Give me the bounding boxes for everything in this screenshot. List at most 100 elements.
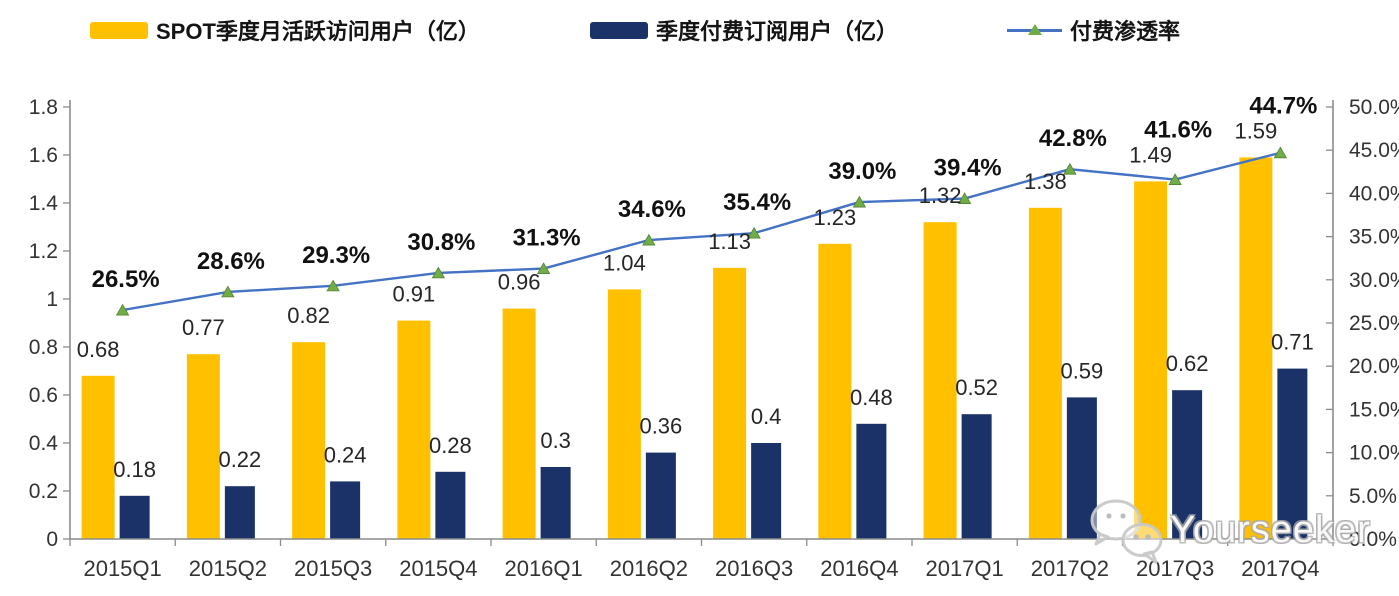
penetration-pct-label: 30.8% xyxy=(407,229,475,256)
penetration-pct-label: 28.6% xyxy=(197,248,265,275)
bar-value-label-subscribers: 0.62 xyxy=(1166,351,1209,376)
bar-value-label-subscribers: 0.22 xyxy=(218,447,261,472)
bar-subscribers xyxy=(645,452,676,539)
legend-item-penetration: 付费渗透率 xyxy=(1007,16,1180,44)
bar-value-label-subscribers: 0.52 xyxy=(955,375,998,400)
bar-subscribers xyxy=(751,443,782,539)
y-axis-label-right: 30.0% xyxy=(1349,269,1399,292)
x-axis-label: 2017Q1 xyxy=(925,556,1003,581)
y-axis-label-right: 50.0% xyxy=(1349,96,1399,119)
legend-item-subscribers: 季度付费订阅用户（亿） xyxy=(590,16,898,44)
bar-value-label-mau: 1.32 xyxy=(919,183,962,208)
penetration-pct-label: 39.0% xyxy=(828,158,896,185)
bar-subscribers xyxy=(119,495,150,539)
bar-value-label-subscribers: 0.59 xyxy=(1060,358,1103,383)
line-marker xyxy=(326,279,340,292)
line-marker xyxy=(431,266,446,279)
line-marker xyxy=(115,303,130,316)
x-axis-label: 2016Q1 xyxy=(504,556,582,581)
y-axis-label-left: 1.8 xyxy=(29,96,58,119)
bar-mau xyxy=(818,243,852,540)
legend-item-mau: SPOT季度月活跃访问用户（亿） xyxy=(90,16,480,44)
bar-mau xyxy=(81,375,115,539)
bar-value-label-mau: 1.13 xyxy=(708,229,751,254)
triangle-marker-icon xyxy=(1028,24,1042,35)
bar-mau xyxy=(923,222,957,539)
y-axis-label-left: 0.4 xyxy=(29,432,59,455)
y-axis-label-right: 25.0% xyxy=(1349,312,1399,335)
y-axis-label-left: 0 xyxy=(46,528,58,551)
penetration-pct-label: 41.6% xyxy=(1144,116,1212,143)
y-axis-label-left: 1.4 xyxy=(29,192,59,215)
line-marker xyxy=(852,195,867,208)
bar-mau xyxy=(1239,157,1273,539)
bar-subscribers xyxy=(224,486,255,539)
y-axis-label-left: 0.6 xyxy=(29,384,58,407)
subscribers-legend-swatch xyxy=(590,21,648,39)
penetration-pct-label: 29.3% xyxy=(302,242,370,269)
y-axis-label-right: 0.0% xyxy=(1349,528,1397,551)
penetration-line xyxy=(122,151,1281,312)
bar-mau xyxy=(713,267,747,539)
penetration-pct-label: 42.8% xyxy=(1039,125,1107,152)
y-axis-label-left: 0.2 xyxy=(29,480,58,503)
penetration-pct-label: 31.3% xyxy=(513,225,581,252)
penetration-pct-label: 35.4% xyxy=(723,189,791,216)
bar-mau xyxy=(502,308,536,539)
line-marker xyxy=(1063,162,1077,175)
bar-subscribers xyxy=(540,467,571,539)
line-marker xyxy=(957,192,972,204)
line-marker xyxy=(536,262,551,274)
bar-value-label-mau: 1.04 xyxy=(603,250,646,275)
bar-subscribers xyxy=(1066,397,1097,539)
bar-value-label-mau: 0.77 xyxy=(182,315,225,340)
bar-mau xyxy=(607,289,641,539)
bar-value-label-mau: 1.49 xyxy=(1129,142,1172,167)
bar-subscribers xyxy=(961,414,992,539)
penetration-legend-marker xyxy=(1007,22,1062,38)
mau-legend-label: SPOT季度月活跃访问用户（亿） xyxy=(156,19,480,44)
bar-subscribers xyxy=(856,423,887,539)
bar-value-label-mau: 0.96 xyxy=(498,270,541,295)
y-axis-label-right: 40.0% xyxy=(1349,182,1399,205)
bar-value-label-mau: 1.59 xyxy=(1234,118,1277,143)
bar-value-label-subscribers: 0.4 xyxy=(751,404,782,429)
bar-mau xyxy=(397,320,431,539)
mau-legend-swatch xyxy=(90,21,148,39)
x-axis-label: 2015Q2 xyxy=(189,556,267,581)
bar-value-label-mau: 0.68 xyxy=(77,337,120,362)
x-axis-label: 2017Q3 xyxy=(1136,556,1214,581)
penetration-pct-label: 44.7% xyxy=(1249,92,1317,119)
x-axis-label: 2016Q4 xyxy=(820,556,898,581)
bar-value-label-mau: 1.38 xyxy=(1024,169,1067,194)
y-axis-label-left: 1.6 xyxy=(29,144,58,167)
bar-mau xyxy=(186,354,220,539)
y-axis-label-right: 45.0% xyxy=(1349,139,1399,162)
penetration-pct-label: 39.4% xyxy=(934,155,1002,182)
bar-mau xyxy=(292,342,326,539)
bar-mau xyxy=(1028,207,1062,540)
line-marker xyxy=(1168,173,1182,185)
penetration-legend-label: 付费渗透率 xyxy=(1070,19,1181,44)
bar-value-label-subscribers: 0.18 xyxy=(113,457,156,482)
bar-value-label-mau: 1.23 xyxy=(813,205,856,230)
bar-subscribers xyxy=(435,471,466,539)
y-axis-label-right: 35.0% xyxy=(1349,226,1399,249)
x-axis-label: 2015Q1 xyxy=(83,556,161,581)
bar-subscribers xyxy=(1277,368,1308,539)
y-axis-label-right: 15.0% xyxy=(1349,398,1399,421)
bar-value-label-subscribers: 0.3 xyxy=(540,428,571,453)
bar-subscribers xyxy=(330,481,361,539)
line-marker xyxy=(221,285,235,298)
bar-value-label-subscribers: 0.48 xyxy=(850,385,893,410)
x-axis-label: 2017Q4 xyxy=(1241,556,1319,581)
bar-value-label-subscribers: 0.28 xyxy=(429,433,472,458)
line-marker xyxy=(1273,146,1288,159)
line-marker xyxy=(747,226,761,239)
x-axis-label: 2016Q2 xyxy=(610,556,688,581)
bar-mau xyxy=(1134,181,1168,539)
subscribers-legend-label: 季度付费订阅用户（亿） xyxy=(656,19,899,44)
bar-value-label-mau: 0.91 xyxy=(392,282,435,307)
penetration-pct-label: 34.6% xyxy=(618,196,686,223)
